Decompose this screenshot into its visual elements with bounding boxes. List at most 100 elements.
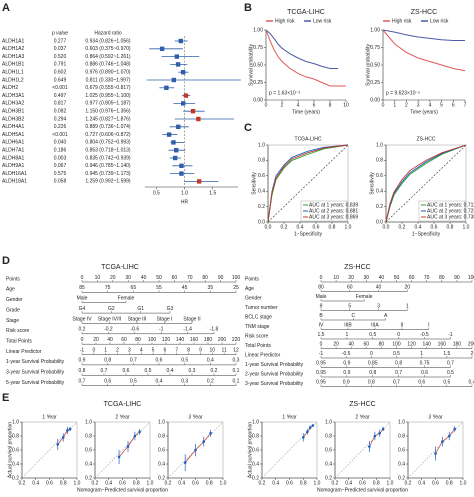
scale-label: IV [319,322,324,328]
y-tick-label: 0.25 [253,80,263,86]
x-tick-label: 1.0 [181,190,188,196]
p-value: 0.067 [54,163,67,169]
survival-curve [382,29,465,41]
scale-label: B [319,313,323,319]
chart-title: TCGA-LIHC [295,136,322,142]
scale-label: 220 [232,337,241,343]
x-axis-label: Nomogram−Predicted survival proportion [317,487,408,493]
x-tick-label: 0.4 [345,480,352,486]
scale-label: 40 [379,275,385,281]
legend-label: High risk [275,18,295,24]
hazard-ratio: 0.934 (0.826~1.056) [85,38,131,44]
scale-label: 2 [116,347,119,353]
ideal-line [334,421,391,479]
scale-label: Female [118,296,135,302]
p-value: 0.037 [54,46,67,52]
hr-marker [196,179,202,184]
calibration-point [368,445,371,448]
scale-label: 75 [105,285,111,291]
p-value: 0.294 [54,116,67,122]
x-tick-label: 0.2 [405,480,412,486]
p-value: 0.649 [54,77,67,83]
scale-label: IIIA [371,322,379,328]
y-tick-label: 0.00 [253,97,263,103]
x-tick-label: 0.8 [446,480,453,486]
calibration-point [311,424,315,427]
y-tick-label: 1.0 [252,419,259,425]
p-value: 0.277 [54,38,67,44]
scale-label: 40 [107,337,113,343]
scale-label: 80 [135,337,141,343]
scale-label: 3 [128,347,131,353]
gene-name: ALDH6A1 [2,140,24,146]
gene-name: ALDH3B2 [2,116,24,122]
row-name: Risk score [6,328,30,334]
scale-label: Stage IV/II [98,316,121,322]
y-tick-label: 0.4 [12,461,19,467]
calibration-point [56,443,60,446]
x-tick-label: 0 [382,102,385,108]
calibration-point [138,430,141,434]
scale-label: 200 [218,337,227,343]
scale-label: 70 [424,275,430,281]
x-axis-label: HR [181,199,189,205]
x-tick-label: 0.2 [259,480,266,486]
scale-label: 90 [218,275,224,281]
calibration-point [61,436,65,439]
hazard-ratio: 0.864 (0.592~1.261) [85,54,131,60]
scale-label: -1 [80,347,85,353]
row-name: 5-year Survival Probability [6,380,65,386]
chart-title: TCGA-LIHC [101,264,139,271]
scale-label: 60 [364,341,370,347]
ideal-line [21,421,78,479]
scale-label: 20 [110,275,116,281]
x-tick-label: 0.8 [447,224,454,230]
calibration-point [453,427,457,431]
y-tick-label: 0.2 [398,475,405,481]
scale-label: 10 [95,275,101,281]
gene-name: ALDH16A1 [2,171,27,177]
row-name: Tumor number [245,305,278,311]
scale-label: 1.5 [443,351,450,357]
y-tick-label: 0.00 [370,97,380,103]
scale-label: 0.8 [369,370,376,376]
scale-label: 0.95 [316,379,326,385]
scale-label: 5 [348,303,351,309]
y-tick-label: 0.75 [370,45,380,51]
x-tick-label: 0.6 [432,480,439,486]
scale-label: 7 [175,347,178,353]
hr-marker [176,124,181,129]
y-tick-label: 0.0 [258,219,265,225]
calibration-point [306,430,309,434]
scale-label: 0.3 [181,378,188,384]
y-axis-label: Survival probability [248,44,254,86]
y-tick-label: 1.0 [376,142,383,148]
hazard-ratio: 0.835 (0.742~0.939) [85,155,131,161]
row-name: Linear Predictor [245,352,281,358]
hr-marker [183,93,189,98]
gene-name: ALDH1L1 [2,70,24,76]
hazard-ratio: 0.977 (0.805~1.187) [85,101,131,107]
panel-label: D [2,255,10,267]
p-value: 0.497 [54,93,67,99]
hr-marker [175,62,181,67]
roc-curve [267,144,349,223]
y-tick-label: 0.6 [85,447,92,453]
scale-label: 0.1 [233,378,240,384]
y-tick-label: 0.6 [258,173,265,179]
x-tick-label: 0.6 [359,480,366,486]
column-header: p value [51,30,68,36]
x-tick-label: 1.0 [345,224,352,230]
y-tick-label: 0.4 [376,189,383,195]
scale-label: 1.5 [318,332,325,338]
hazard-ratio: 1.245 (0.827~1.876) [85,116,131,122]
panel-label: B [244,2,252,14]
scale-label: G3 [167,306,174,312]
y-tick-label: 0.8 [158,433,165,439]
y-tick-label: 0.6 [12,447,19,453]
scale-label: 0.5 [369,332,376,338]
gene-name: ALDH9A1 [2,163,24,169]
scale-label: 60 [172,275,178,281]
gene-name: ALDH1A1 [2,38,24,44]
p-value: 0.040 [54,140,67,146]
